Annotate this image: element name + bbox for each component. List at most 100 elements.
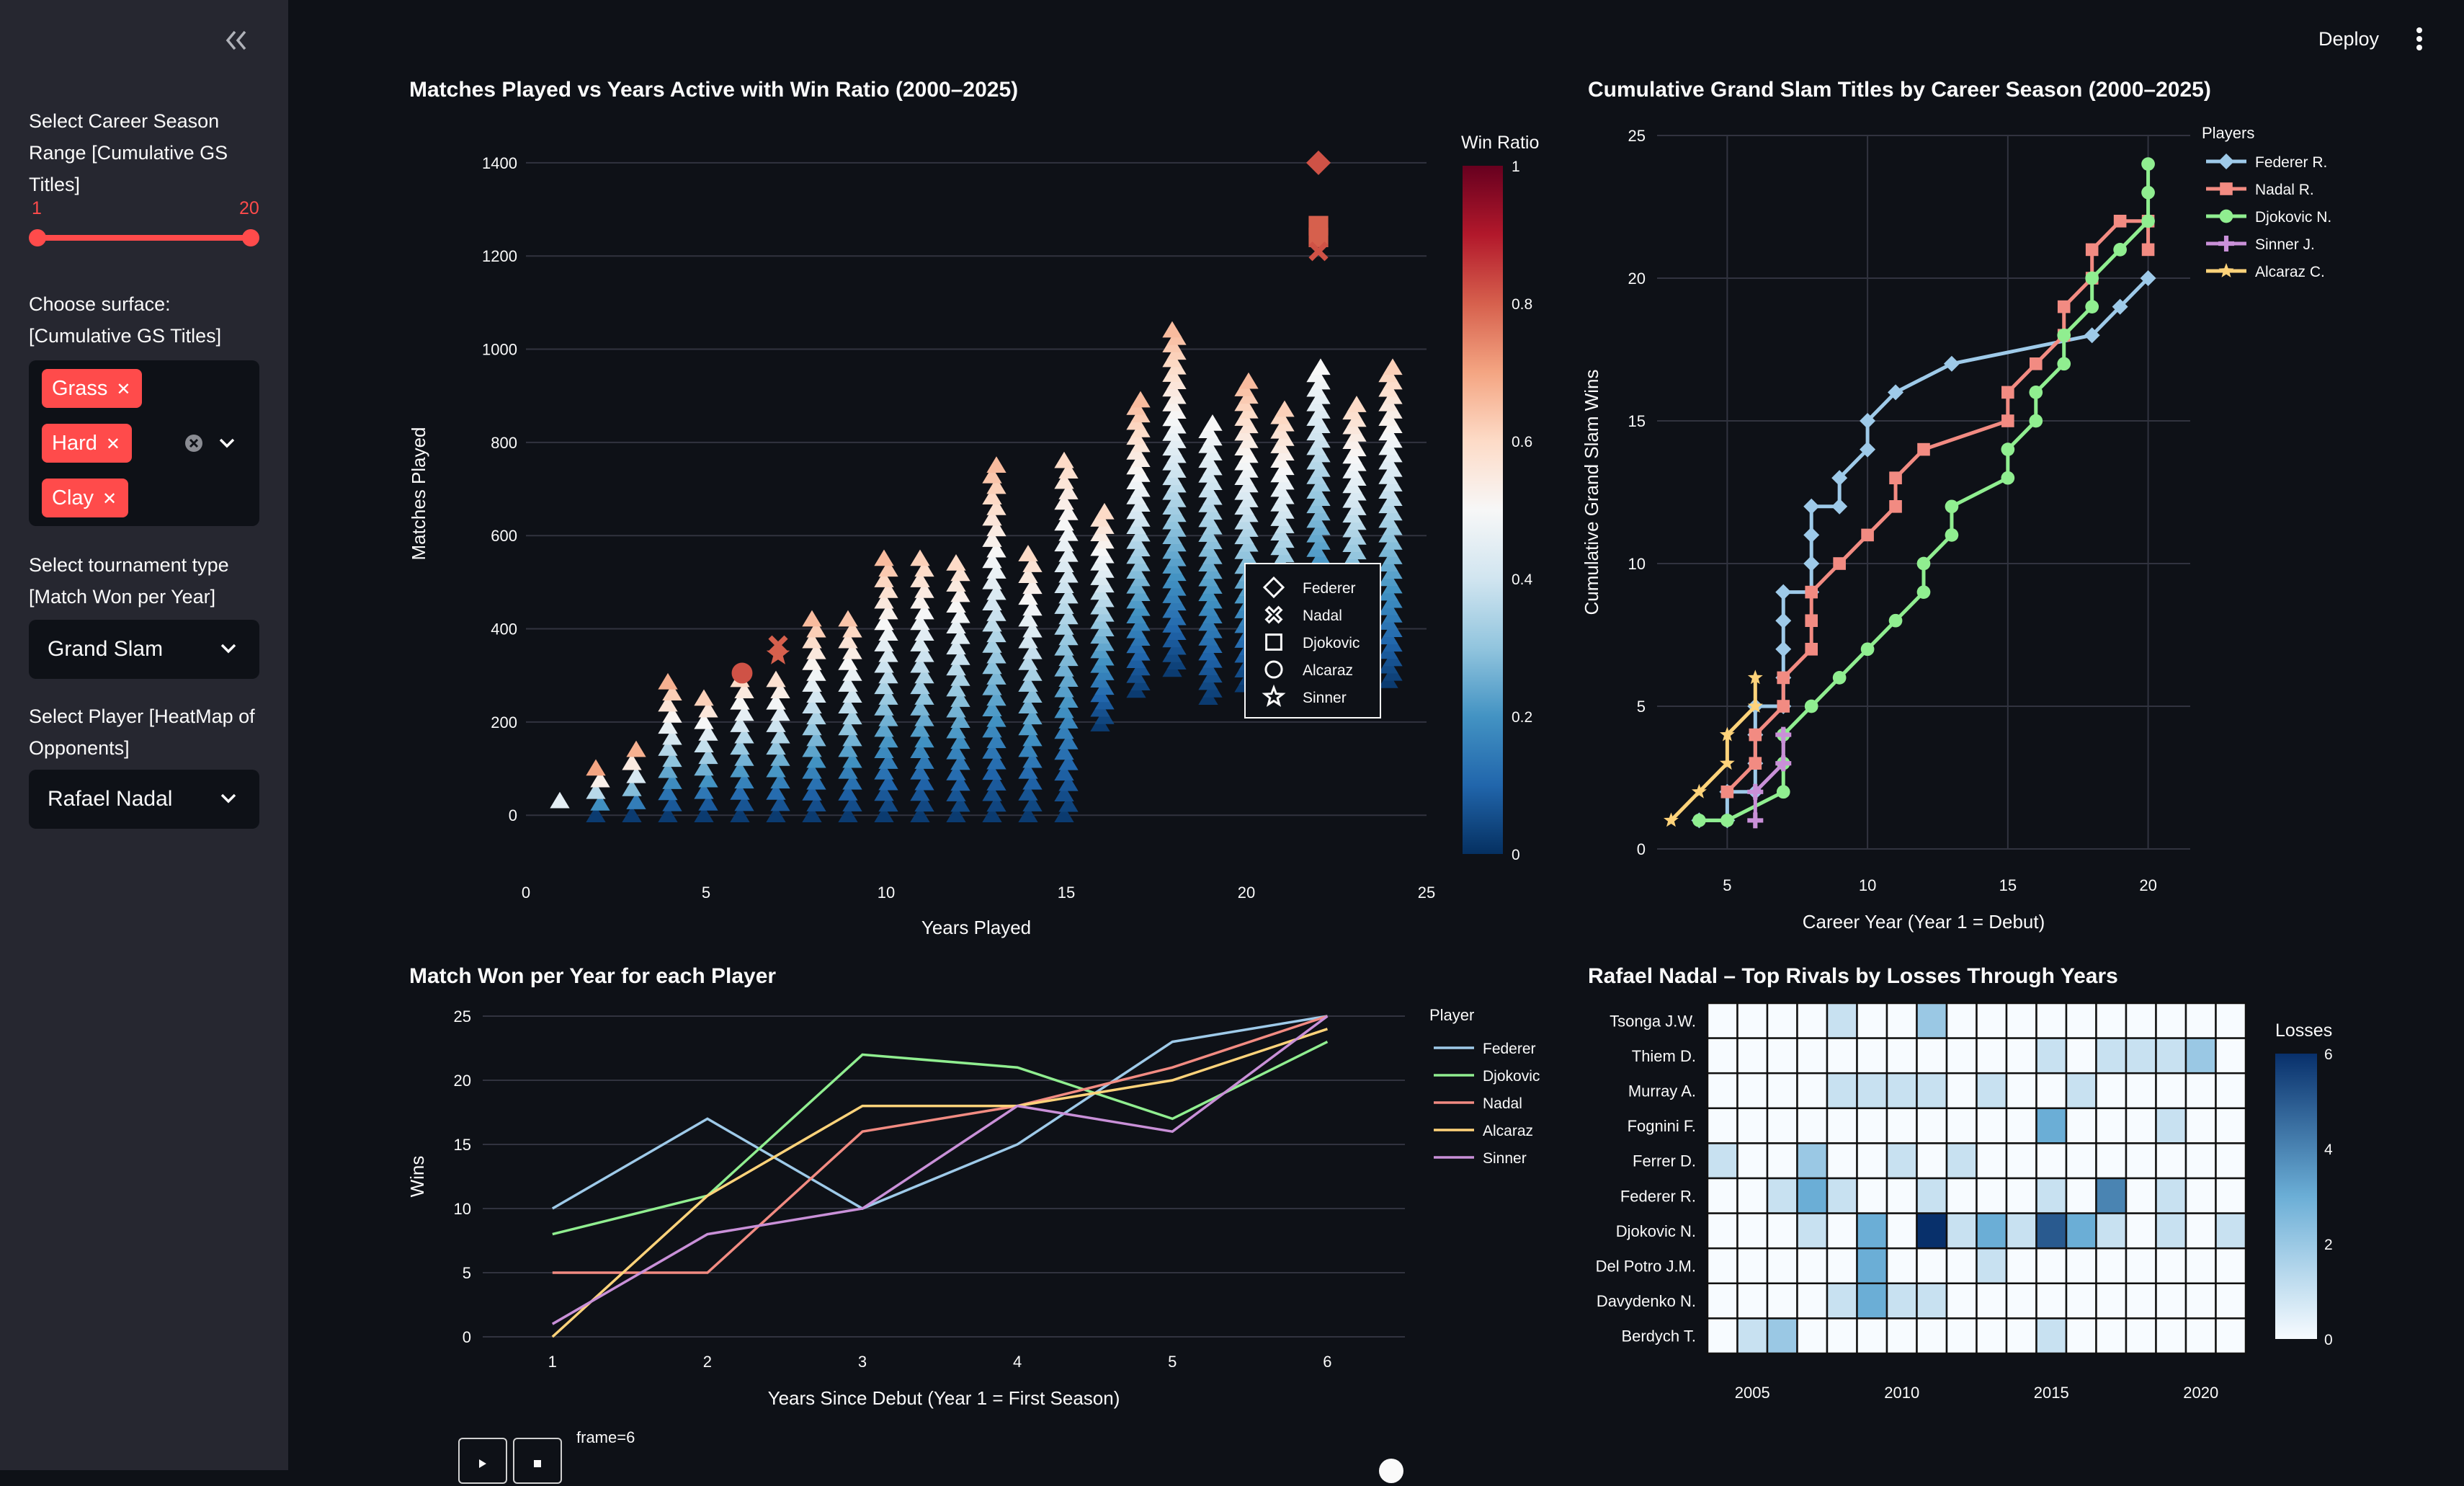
data-point: [982, 806, 1002, 822]
surface-multiselect[interactable]: Grass ✕ Hard ✕ Clay ✕: [29, 360, 259, 526]
heatmap-cell: [1945, 1212, 1978, 1250]
series-point: [1889, 471, 1902, 484]
data-point: [910, 571, 930, 587]
close-icon[interactable]: ✕: [116, 380, 131, 399]
frame-slider-thumb[interactable]: [1379, 1459, 1403, 1483]
data-point: [1054, 556, 1074, 573]
player-select[interactable]: Rafael Nadal: [29, 770, 259, 829]
main-menu-button[interactable]: [2406, 22, 2432, 58]
heatmap-cell: [2035, 1177, 2068, 1214]
heatmap-cell: [2184, 1002, 2217, 1039]
data-point: [874, 720, 894, 737]
row-label: Thiem D.: [1632, 1047, 1696, 1065]
play-button[interactable]: [458, 1438, 507, 1484]
data-point: [658, 806, 678, 822]
data-point: [730, 738, 750, 755]
clear-all-icon[interactable]: [183, 432, 205, 454]
heatmap-cell: [1796, 1212, 1829, 1250]
double-chevron-left-icon: [226, 30, 246, 50]
heatmap-cell: [2155, 1002, 2187, 1039]
data-point: [950, 648, 970, 665]
data-point: [986, 710, 1006, 727]
heatmap-cell: [2184, 1037, 2217, 1075]
data-point: [658, 739, 678, 756]
data-point: [1054, 577, 1074, 593]
y-axis-label: Wins: [406, 1156, 428, 1198]
data-point: [1058, 524, 1079, 541]
heatmap-cell: [2095, 1107, 2128, 1144]
data-point: [658, 783, 678, 801]
x-tick-label: 5: [702, 884, 710, 902]
series-point: [1775, 641, 1792, 657]
x-tick-label: 0: [522, 884, 530, 902]
data-point: [950, 564, 970, 582]
data-point: [1018, 697, 1038, 714]
heatmap-cell: [2065, 1037, 2097, 1075]
row-label: Djokovic N.: [1616, 1222, 1696, 1240]
range-thumb-low[interactable]: [29, 229, 46, 246]
heatmap-cell: [2065, 1177, 2097, 1214]
heatmap-cell: [1976, 1037, 2008, 1075]
wins-per-year-chart[interactable]: 0 5 10 15 20 25 1 2 3 4 5 6 Years Since Debut (Year …: [389, 995, 1571, 1427]
colorbar-tick-label: 1: [1512, 159, 1520, 175]
data-point: [986, 520, 1006, 537]
data-point: [950, 732, 970, 749]
heatmap-cell: [2065, 1212, 2097, 1250]
data-point: [1058, 670, 1079, 688]
heatmap-cell: [1856, 1072, 1888, 1110]
data-point: [946, 554, 966, 571]
data-point: [946, 806, 966, 822]
data-point: [910, 592, 930, 609]
tournament-select[interactable]: Grand Slam: [29, 620, 259, 679]
stop-button[interactable]: [513, 1438, 562, 1484]
heatmap-cell: [1706, 1212, 1738, 1250]
heatmap-cell: [2065, 1282, 2097, 1320]
series-point: [2113, 243, 2127, 257]
range-thumb-high[interactable]: [242, 229, 259, 246]
heatmap-cell: [1856, 1247, 1888, 1285]
data-point: [1058, 628, 1079, 646]
season-range-track[interactable]: [37, 235, 251, 241]
data-point: [1018, 545, 1038, 561]
close-icon[interactable]: ✕: [105, 435, 120, 454]
data-point: [1058, 587, 1079, 604]
close-icon[interactable]: ✕: [102, 489, 117, 509]
chevron-down-icon[interactable]: [218, 437, 236, 450]
tag-grass[interactable]: Grass ✕: [42, 369, 143, 408]
series-point: [1943, 355, 1960, 372]
data-point: [730, 806, 750, 822]
tag-clay[interactable]: Clay ✕: [42, 479, 129, 517]
data-point: [986, 774, 1006, 791]
data-point: [1018, 784, 1038, 801]
data-point: [806, 664, 826, 681]
tag-hard[interactable]: Hard ✕: [42, 424, 132, 463]
x-tick-label: 5: [1723, 876, 1731, 894]
collapse-sidebar-button[interactable]: [216, 22, 256, 59]
heatmap-cell: [2125, 1282, 2157, 1320]
data-point: [950, 774, 970, 791]
heatmap-cell: [2215, 1282, 2247, 1320]
series-point: [1664, 812, 1679, 827]
x-axis-label: Career Year (Year 1 = Debut): [1803, 911, 2045, 933]
data-point: [694, 736, 714, 752]
rivals-heatmap[interactable]: Tsonga J.W. Thiem D. Murray A. Fognini F. Fe…: [1571, 995, 2450, 1427]
data-point: [986, 646, 1006, 664]
heatmap-cell: [2125, 1317, 2157, 1355]
data-point: [694, 712, 714, 729]
heatmap-cell: [1916, 1212, 1948, 1250]
series-point: [1747, 698, 1763, 713]
series-point: [1805, 585, 1818, 599]
legend-marker: [2218, 263, 2234, 277]
data-point: [734, 794, 754, 811]
heatmap-cell: [2184, 1212, 2217, 1250]
heatmap-cell: [2005, 1072, 2037, 1110]
data-point: [874, 613, 894, 631]
deploy-button[interactable]: Deploy: [2318, 28, 2380, 50]
data-point: [770, 772, 790, 789]
data-point: [806, 686, 826, 703]
heatmap-cell: [2155, 1037, 2187, 1075]
gs-titles-chart[interactable]: 0 5 10 15 20 25 5 10 15 20 Career Year (Year 1 = D…: [1571, 123, 2450, 951]
data-point: [1022, 708, 1043, 725]
series-point: [1916, 585, 1931, 599]
